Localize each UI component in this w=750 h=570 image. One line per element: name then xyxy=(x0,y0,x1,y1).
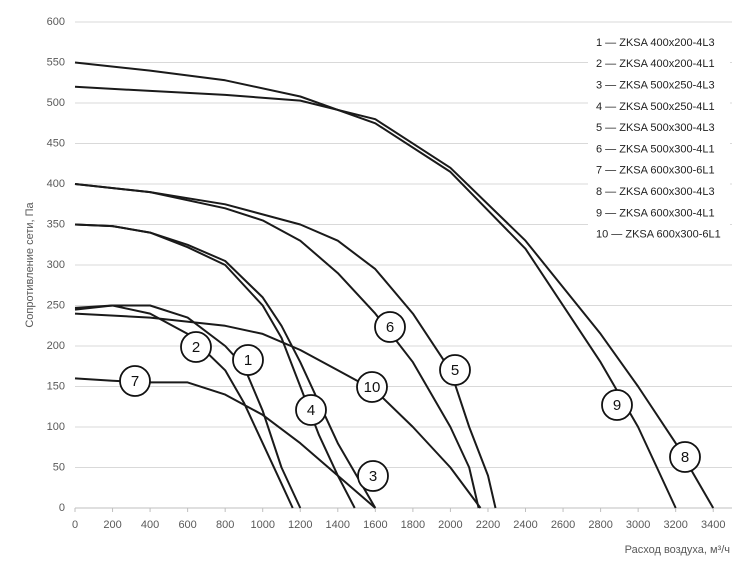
callout-label: 2 xyxy=(192,339,200,356)
callout-label: 5 xyxy=(451,362,459,379)
y-tick-label: 50 xyxy=(53,461,65,473)
legend-box xyxy=(588,30,730,248)
callout-label: 10 xyxy=(364,379,381,396)
y-tick-label: 550 xyxy=(47,56,65,68)
callout-circle xyxy=(119,365,151,397)
callout-circle xyxy=(232,344,264,376)
callout-label: 3 xyxy=(369,468,377,485)
legend-entry: 10 — ZKSA 600x300-6L1 xyxy=(596,229,721,241)
callout-circle xyxy=(180,331,212,363)
y-tick-label: 500 xyxy=(47,97,65,109)
x-tick-label: 400 xyxy=(141,519,159,531)
series-line xyxy=(74,304,302,509)
series-line xyxy=(74,61,677,509)
series-line xyxy=(74,304,294,509)
x-tick-label: 2200 xyxy=(476,519,500,531)
callout-label: 7 xyxy=(131,373,139,390)
x-tick-label: 800 xyxy=(216,519,234,531)
callout-label: 8 xyxy=(681,449,689,466)
x-tick-label: 1000 xyxy=(250,519,274,531)
x-tick-label: 0 xyxy=(72,519,78,531)
callout-circle xyxy=(669,441,701,473)
callout-label: 4 xyxy=(307,402,315,419)
callout-label: 9 xyxy=(613,397,621,414)
legend-entry: 2 — ZKSA 400x200-4L1 xyxy=(596,58,715,70)
legend-entry: 5 — ZKSA 500x300-4L3 xyxy=(596,122,715,134)
x-axis-label: Расход воздуха, м³/ч xyxy=(625,544,730,556)
series-line xyxy=(74,312,482,509)
legend-entry: 7 — ZKSA 600x300-6L1 xyxy=(596,165,715,177)
legend-entry: 3 — ZKSA 500x250-4L3 xyxy=(596,80,715,92)
series-line xyxy=(74,377,376,509)
x-tick-label: 600 xyxy=(178,519,196,531)
x-tick-label: 200 xyxy=(103,519,121,531)
series-line xyxy=(74,85,715,509)
x-tick-label: 1800 xyxy=(401,519,425,531)
callout-circle xyxy=(357,460,389,492)
x-tick-label: 2800 xyxy=(588,519,612,531)
x-tick-label: 3400 xyxy=(701,519,725,531)
x-tick-label: 2400 xyxy=(513,519,537,531)
callout-circle xyxy=(374,311,406,343)
x-tick-label: 3000 xyxy=(626,519,650,531)
legend-entry: 9 — ZKSA 600x300-4L1 xyxy=(596,207,715,219)
x-tick-label: 2600 xyxy=(551,519,575,531)
legend-entry: 1 — ZKSA 400x200-4L3 xyxy=(596,37,715,49)
y-tick-label: 100 xyxy=(47,421,65,433)
legend-entry: 8 — ZKSA 600x300-4L3 xyxy=(596,186,715,198)
callout-circle xyxy=(439,354,471,386)
y-tick-label: 0 xyxy=(59,502,65,514)
callout-circle xyxy=(356,371,388,403)
x-tick-label: 1200 xyxy=(288,519,312,531)
x-tick-label: 2000 xyxy=(438,519,462,531)
x-tick-label: 1400 xyxy=(326,519,350,531)
legend-entry: 4 — ZKSA 500x250-4L1 xyxy=(596,101,715,113)
callout-circle xyxy=(601,389,633,421)
y-tick-label: 200 xyxy=(47,340,65,352)
y-tick-label: 450 xyxy=(47,137,65,149)
callout-label: 1 xyxy=(244,352,252,369)
x-tick-label: 3200 xyxy=(663,519,687,531)
y-tick-label: 400 xyxy=(47,178,65,190)
y-tick-label: 600 xyxy=(47,16,65,28)
y-axis-label: Сопротивление сети, Па xyxy=(24,201,36,327)
callout-circle xyxy=(295,394,327,426)
y-tick-label: 350 xyxy=(47,218,65,230)
y-tick-label: 250 xyxy=(47,299,65,311)
x-tick-label: 1600 xyxy=(363,519,387,531)
callout-label: 6 xyxy=(386,319,394,336)
y-tick-label: 300 xyxy=(47,259,65,271)
series-line xyxy=(74,183,480,509)
legend-entry: 6 — ZKSA 500x300-4L1 xyxy=(596,143,715,155)
series-line xyxy=(74,183,497,509)
series-line xyxy=(74,223,356,509)
y-tick-label: 150 xyxy=(47,380,65,392)
